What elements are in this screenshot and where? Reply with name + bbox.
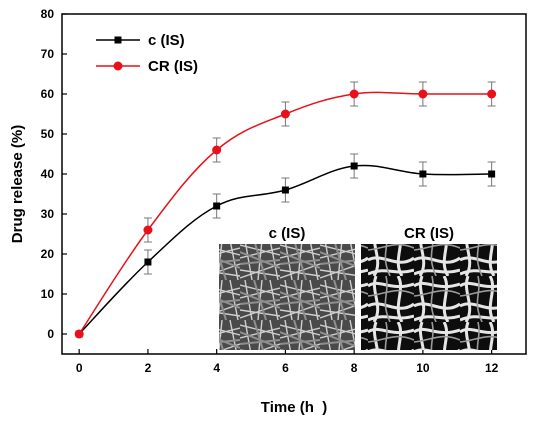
sem-image-cr-is (361, 244, 497, 350)
legend-label-cr-is: CR (IS) (148, 58, 198, 75)
x-tick-label: 8 (351, 361, 358, 375)
series-c-is (75, 153, 496, 338)
x-axis-title: Time (h ) (261, 399, 327, 416)
legend: c (IS) CR (IS) (96, 32, 198, 75)
inset-title-c-is: c (IS) (269, 225, 306, 242)
axes: 0 10 20 30 40 50 60 70 80 0 2 4 6 8 10 12 (41, 7, 499, 375)
y-tick-label: 20 (41, 247, 55, 261)
y-tick-label: 80 (41, 7, 55, 21)
inset-title-cr-is: CR (IS) (404, 225, 454, 242)
x-tick-label: 6 (282, 361, 289, 375)
y-tick-label: 50 (41, 127, 55, 141)
data-point (280, 109, 290, 119)
x-tick-label: 4 (213, 361, 220, 375)
data-point (213, 202, 221, 210)
y-tick-label: 10 (41, 287, 55, 301)
y-tick-label: 30 (41, 207, 55, 221)
y-axis-title: Drug release (%) (9, 125, 26, 243)
data-point (418, 89, 428, 99)
sem-image-c-is (219, 244, 355, 350)
data-point (212, 145, 222, 155)
series-layer (74, 81, 497, 339)
plot-frame (61, 13, 527, 355)
data-point (350, 162, 358, 170)
y-tick-label: 40 (41, 167, 55, 181)
legend-label-c-is: c (IS) (148, 32, 185, 49)
data-point (349, 89, 359, 99)
data-point (487, 89, 497, 99)
x-tick-label: 10 (416, 361, 430, 375)
x-tick-label: 2 (145, 361, 152, 375)
series-cr-is (74, 81, 497, 339)
x-tick-label: 12 (485, 361, 499, 375)
data-point (488, 170, 496, 178)
x-tick-label: 0 (76, 361, 83, 375)
y-tick-label: 70 (41, 47, 55, 61)
legend-marker-square (114, 36, 122, 44)
legend-marker-circle (113, 61, 123, 71)
data-point (419, 170, 427, 178)
data-point (74, 329, 84, 339)
data-point (143, 225, 153, 235)
data-point (144, 258, 152, 266)
y-tick-label: 60 (41, 87, 55, 101)
y-tick-label: 0 (47, 327, 54, 341)
data-point (281, 186, 289, 194)
